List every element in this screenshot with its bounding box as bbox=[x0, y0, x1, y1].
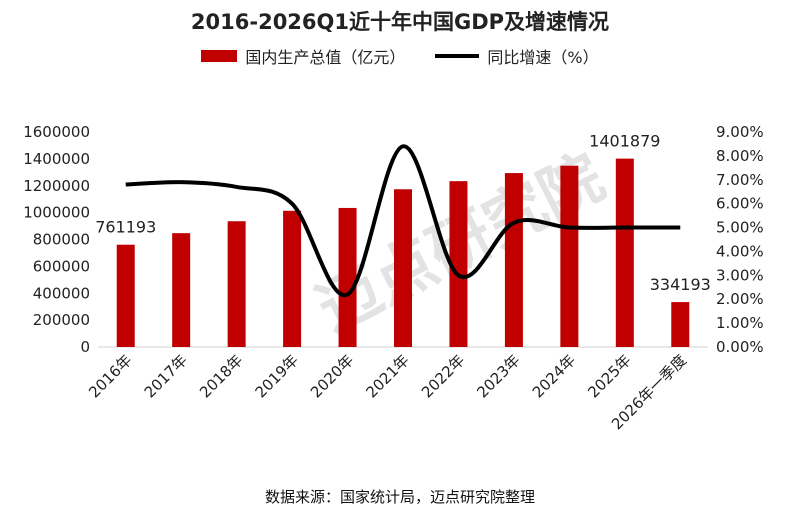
y-left-tick-label: 1200000 bbox=[23, 177, 90, 195]
bar-gdp-4 bbox=[338, 207, 357, 347]
x-tick-label: 2017年 bbox=[141, 351, 191, 401]
y-left-tick-label: 200000 bbox=[33, 311, 90, 329]
legend: 国内生产总值（亿元） 同比增速（%） bbox=[0, 44, 800, 68]
y-left-tick-label: 0 bbox=[80, 338, 90, 356]
x-tick-label: 2023年 bbox=[473, 351, 523, 401]
y-right-tick-label: 2.00% bbox=[716, 290, 764, 308]
y-right-tick-label: 4.00% bbox=[716, 242, 764, 260]
legend-swatch-line bbox=[435, 54, 480, 58]
legend-item-growth: 同比增速（%） bbox=[435, 44, 599, 68]
bar-gdp-7 bbox=[504, 173, 523, 347]
y-right-tick-label: 3.00% bbox=[716, 266, 764, 284]
data-label-9: 1401879 bbox=[589, 132, 660, 151]
legend-swatch-bar bbox=[201, 50, 238, 62]
legend-label-gdp: 国内生产总值（亿元） bbox=[245, 48, 406, 67]
y-left-tick-label: 800000 bbox=[33, 231, 90, 249]
y-left-tick-label: 1000000 bbox=[23, 204, 90, 222]
y-left-tick-label: 1600000 bbox=[23, 123, 90, 141]
data-label-0: 761193 bbox=[95, 218, 156, 237]
y-right-tick-label: 7.00% bbox=[716, 171, 764, 189]
source-note: 数据来源：国家统计局，迈点研究院整理 bbox=[264, 488, 535, 506]
x-tick-label: 2016年 bbox=[85, 351, 135, 401]
x-tick-label: 2018年 bbox=[196, 351, 246, 401]
bar-gdp-9 bbox=[615, 158, 634, 347]
line-growth-rate bbox=[125, 144, 681, 298]
bar-gdp-2 bbox=[227, 221, 246, 347]
x-tick-label: 2021年 bbox=[362, 351, 412, 401]
x-tick-label: 2020年 bbox=[307, 351, 357, 401]
y-left-tick-label: 400000 bbox=[33, 284, 90, 302]
y-right-tick-label: 5.00% bbox=[716, 219, 764, 237]
y-right-tick-label: 0.00% bbox=[716, 338, 764, 356]
bar-gdp-5 bbox=[394, 189, 412, 347]
bar-gdp-1 bbox=[172, 233, 191, 347]
data-label-10: 334193 bbox=[650, 275, 711, 294]
bar-gdp-10 bbox=[671, 302, 690, 347]
legend-label-growth: 同比增速（%） bbox=[487, 48, 599, 67]
bar-gdp-6 bbox=[449, 181, 468, 347]
legend-item-gdp: 国内生产总值（亿元） bbox=[201, 44, 405, 68]
y-left-tick-label: 600000 bbox=[33, 257, 90, 275]
bar-gdp-8 bbox=[560, 165, 579, 347]
y-right-tick-label: 1.00% bbox=[716, 314, 764, 332]
x-tick-label: 2025年 bbox=[584, 351, 634, 401]
x-tick-label: 2019年 bbox=[252, 351, 302, 401]
y-right-tick-label: 9.00% bbox=[716, 123, 764, 141]
y-right-tick-label: 8.00% bbox=[716, 147, 764, 165]
bar-gdp-0 bbox=[116, 244, 135, 347]
x-tick-label: 2022年 bbox=[418, 351, 468, 401]
y-right-tick-label: 6.00% bbox=[716, 195, 764, 213]
bar-gdp-3 bbox=[283, 210, 302, 347]
x-tick-label: 2024年 bbox=[529, 351, 579, 401]
y-left-tick-label: 1400000 bbox=[23, 150, 90, 168]
chart-title: 2016-2026Q1近十年中国GDP及增速情况 bbox=[190, 10, 610, 34]
